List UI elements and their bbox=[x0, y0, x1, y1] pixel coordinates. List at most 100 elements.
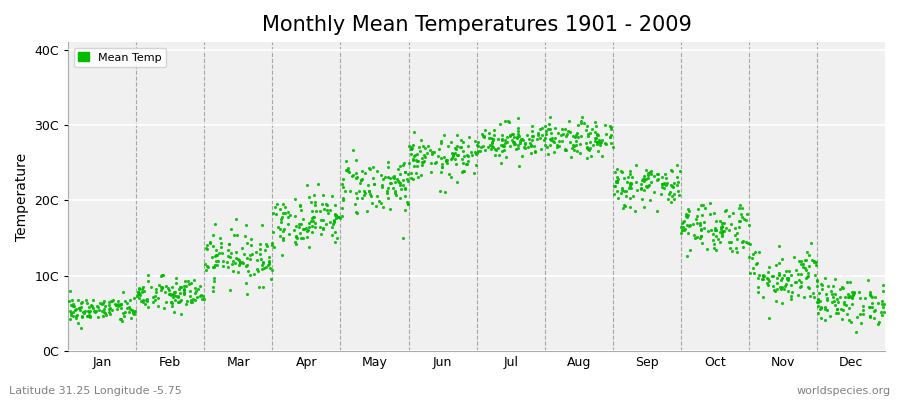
Point bbox=[588, 128, 602, 135]
Point bbox=[66, 303, 80, 310]
Point bbox=[677, 218, 691, 224]
Point bbox=[854, 320, 868, 326]
Point bbox=[92, 307, 106, 313]
Point bbox=[582, 130, 597, 136]
Point bbox=[167, 309, 182, 316]
Point bbox=[300, 181, 314, 188]
Point bbox=[571, 130, 585, 137]
Point bbox=[354, 176, 368, 183]
Point bbox=[519, 132, 534, 138]
Point bbox=[559, 133, 573, 139]
Point bbox=[634, 186, 648, 192]
Point bbox=[168, 280, 183, 286]
Point bbox=[231, 257, 246, 264]
Point bbox=[714, 225, 728, 232]
Point bbox=[263, 265, 277, 271]
Point bbox=[450, 132, 464, 138]
Point bbox=[678, 225, 692, 232]
Point bbox=[200, 246, 214, 252]
Point bbox=[810, 310, 824, 316]
Point bbox=[103, 305, 117, 312]
Point bbox=[496, 142, 510, 149]
Point bbox=[177, 278, 192, 284]
Point bbox=[524, 143, 538, 150]
Point bbox=[770, 286, 784, 292]
Point bbox=[455, 148, 470, 154]
Point bbox=[212, 235, 227, 241]
Point bbox=[102, 302, 116, 308]
Point bbox=[166, 291, 180, 297]
Point bbox=[241, 268, 256, 274]
Point bbox=[255, 262, 269, 269]
Point bbox=[161, 290, 176, 297]
Point bbox=[349, 210, 364, 216]
Point bbox=[722, 239, 736, 245]
Point bbox=[709, 232, 724, 239]
Point bbox=[496, 143, 510, 150]
Point bbox=[471, 139, 485, 146]
Point bbox=[845, 289, 859, 295]
Point bbox=[675, 220, 689, 226]
Point bbox=[722, 212, 736, 219]
Point bbox=[209, 258, 223, 264]
Point bbox=[314, 231, 328, 237]
Point bbox=[740, 210, 754, 217]
Point bbox=[674, 230, 688, 236]
Point bbox=[826, 294, 841, 300]
Point bbox=[154, 284, 168, 290]
Point bbox=[151, 294, 166, 301]
Point bbox=[194, 292, 209, 298]
Point bbox=[644, 168, 658, 174]
Point bbox=[494, 132, 508, 138]
Point bbox=[549, 144, 563, 151]
Point bbox=[591, 132, 606, 138]
Point bbox=[226, 258, 240, 264]
Point bbox=[485, 140, 500, 147]
Point bbox=[580, 143, 594, 150]
Point bbox=[441, 142, 455, 149]
Point bbox=[398, 168, 412, 175]
Point bbox=[223, 287, 238, 294]
Point bbox=[544, 130, 559, 136]
Point bbox=[346, 172, 360, 178]
Point bbox=[710, 236, 724, 242]
Point bbox=[396, 177, 410, 183]
Point bbox=[262, 261, 276, 268]
Point bbox=[211, 262, 225, 268]
Point bbox=[713, 228, 727, 235]
Point bbox=[317, 206, 331, 213]
Point bbox=[138, 300, 152, 307]
Point bbox=[392, 166, 406, 172]
Point bbox=[584, 153, 598, 159]
Point bbox=[188, 285, 202, 291]
Point bbox=[247, 270, 261, 277]
Point bbox=[825, 291, 840, 298]
Point bbox=[354, 177, 368, 183]
Point bbox=[872, 319, 886, 326]
Point bbox=[760, 269, 775, 275]
Point bbox=[87, 309, 102, 316]
Point bbox=[811, 299, 825, 305]
Point bbox=[141, 278, 156, 285]
Point bbox=[414, 172, 428, 179]
Point bbox=[366, 180, 381, 187]
Point bbox=[680, 253, 695, 259]
Point bbox=[398, 185, 412, 191]
Point bbox=[584, 126, 598, 132]
Point bbox=[501, 118, 516, 124]
Point bbox=[826, 298, 841, 304]
Point bbox=[681, 208, 696, 214]
Point bbox=[503, 142, 517, 149]
Point bbox=[375, 182, 390, 188]
Point bbox=[187, 277, 202, 284]
Point bbox=[860, 277, 875, 283]
Point bbox=[657, 179, 671, 186]
Point bbox=[833, 306, 848, 313]
Point bbox=[730, 235, 744, 242]
Point bbox=[575, 113, 590, 120]
Point bbox=[63, 316, 77, 322]
Point bbox=[781, 288, 796, 294]
Point bbox=[615, 169, 629, 175]
Point bbox=[622, 195, 636, 202]
Point bbox=[76, 310, 91, 316]
